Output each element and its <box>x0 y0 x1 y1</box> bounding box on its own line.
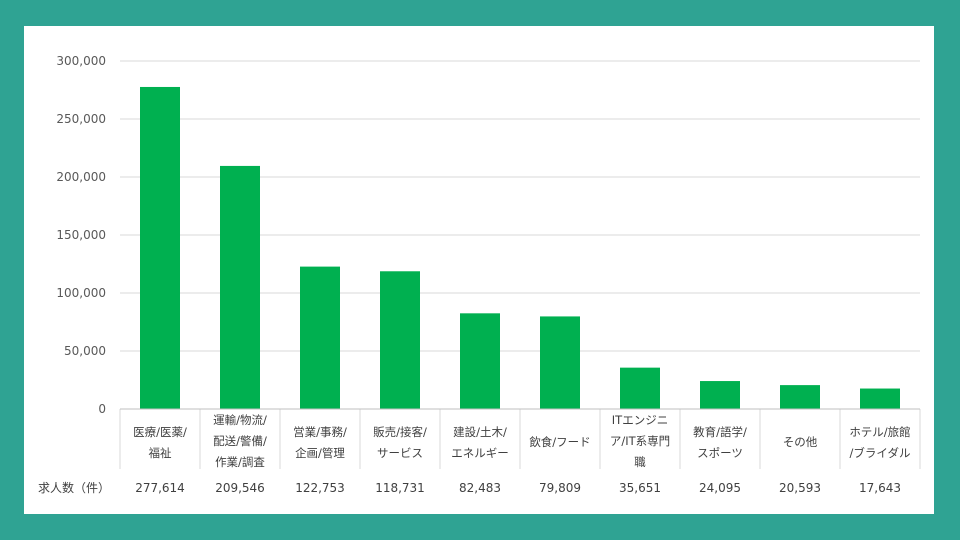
data-table: 求人数（件） 277,614 209,546 122,753 118,731 82,48… <box>38 480 901 495</box>
x-tick-label: 職 <box>634 455 646 469</box>
x-tick-label: 企画/管理 <box>295 446 345 460</box>
x-tick-label: 配送/警備/ <box>213 434 267 448</box>
data-label: 35,651 <box>619 481 661 495</box>
y-tick-label: 250,000 <box>56 112 106 126</box>
y-axis: 0 50,000 100,000 150,000 200,000 250,000 300,0… <box>56 54 106 416</box>
y-tick-label: 200,000 <box>56 170 106 184</box>
x-tick-label: ア/IT系専門 <box>610 434 670 448</box>
x-tick-label: ITエンジニ <box>612 413 668 427</box>
bar <box>380 271 420 409</box>
x-tick-label: 飲食/フード <box>529 435 590 449</box>
data-label: 24,095 <box>699 481 741 495</box>
x-tick-label: 福祉 <box>149 446 172 460</box>
data-label: 82,483 <box>459 481 501 495</box>
bar <box>620 367 660 409</box>
bar <box>460 313 500 409</box>
y-tick-label: 0 <box>98 402 106 416</box>
y-tick-label: 300,000 <box>56 54 106 68</box>
y-tick-label: 100,000 <box>56 286 106 300</box>
y-tick-label: 150,000 <box>56 228 106 242</box>
bar <box>780 385 820 409</box>
x-tick-label: ホテル/旅館 <box>849 425 910 439</box>
x-tick-label: 営業/事務/ <box>293 425 347 439</box>
x-tick-label: 作業/調査 <box>215 455 265 469</box>
x-tick-label: その他 <box>783 435 818 449</box>
x-tick-label: 運輸/物流/ <box>213 413 267 427</box>
x-tick-label: 医療/医薬/ <box>133 425 187 439</box>
x-tick-label: 建設/土木/ <box>453 425 507 439</box>
bars <box>140 86 900 409</box>
bar <box>860 388 900 409</box>
data-label: 17,643 <box>859 481 901 495</box>
x-axis: 医療/医薬/福祉 運輸/物流/配送/警備/作業/調査 営業/事務/企画/管理 販売/接… <box>119 408 921 469</box>
data-label: 122,753 <box>295 481 345 495</box>
x-tick-label: サービス <box>377 446 423 460</box>
bar <box>700 381 740 409</box>
data-label: 20,593 <box>779 481 821 495</box>
bar <box>220 165 260 409</box>
x-tick-label: 販売/接客/ <box>373 425 427 439</box>
data-label: 209,546 <box>215 481 265 495</box>
x-tick-label: /ブライダル <box>850 446 911 460</box>
bar <box>140 86 180 409</box>
data-label: 118,731 <box>375 481 425 495</box>
row-label: 求人数（件） <box>38 480 110 495</box>
x-tick-label: スポーツ <box>697 446 743 460</box>
y-tick-label: 50,000 <box>64 344 106 358</box>
chart-card: 0 50,000 100,000 150,000 200,000 250,000 300,0… <box>24 26 934 514</box>
bar <box>300 266 340 409</box>
x-tick-label: エネルギー <box>451 446 509 460</box>
data-label: 277,614 <box>135 481 185 495</box>
bar <box>540 316 580 409</box>
x-tick-label: 教育/語学/ <box>693 425 747 439</box>
data-label: 79,809 <box>539 481 581 495</box>
bar-chart: 0 50,000 100,000 150,000 200,000 250,000 300,0… <box>38 54 921 495</box>
